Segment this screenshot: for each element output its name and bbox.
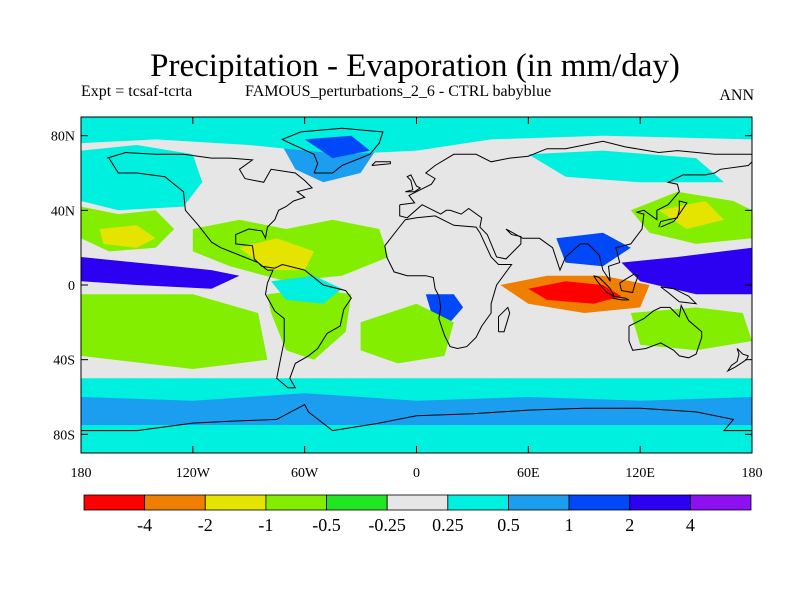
colorbar-swatch <box>386 494 449 511</box>
colorbar-label: -1 <box>258 515 273 535</box>
field-yellow-north-pacific <box>99 225 156 248</box>
coastline <box>726 348 750 373</box>
colorbar-swatch <box>689 494 752 511</box>
colorbar-swatch <box>204 494 267 511</box>
field-blue-africa <box>425 294 464 323</box>
lat-tick-label: 40S <box>53 354 75 369</box>
colorbar-swatch <box>326 494 388 511</box>
coastline <box>384 215 513 350</box>
coastline <box>106 151 352 389</box>
coastline <box>628 303 703 359</box>
lon-tick-label: 60E <box>517 466 540 481</box>
field-blue-maritime <box>621 247 752 295</box>
coastline <box>81 403 752 432</box>
coastline <box>498 306 511 333</box>
lon-tick-label: 60W <box>291 466 319 481</box>
lon-tick-label: 120W <box>176 466 211 481</box>
chart-title: Precipitation - Evaporation (in mm/day) <box>150 48 680 84</box>
colorbar-swatch <box>265 494 327 511</box>
colorbar-swatch <box>568 494 631 511</box>
colorbar-swatch <box>83 494 146 511</box>
field-cyan-siberia <box>528 150 724 183</box>
coastline <box>405 174 422 193</box>
coastline <box>660 286 698 305</box>
experiment-label: Expt = tcsaf-tcrta <box>81 83 193 100</box>
coastline <box>612 295 630 301</box>
coastline <box>658 200 688 228</box>
colorbar-label: 0.25 <box>432 515 464 535</box>
colorbar-label: 0.5 <box>497 515 520 535</box>
coastline <box>619 273 639 294</box>
comparison-label: FAMOUS_perturbations_2_6 - CTRL babyblue <box>245 83 552 100</box>
coastline <box>399 140 752 282</box>
lon-tick-label: 180 <box>742 466 763 481</box>
field-green-australia <box>630 307 752 351</box>
lon-tick-label: 180 <box>71 466 92 481</box>
colorbar-swatch <box>629 494 691 511</box>
lon-tick-label: 120E <box>625 466 655 481</box>
field-green-south-america <box>267 288 352 360</box>
field-yellow-east-asia <box>658 201 724 229</box>
colorbar-label: 4 <box>686 515 695 535</box>
field-cyan-amazon <box>271 275 342 304</box>
season-label: ANN <box>719 87 754 104</box>
colorbar-label: -0.25 <box>368 515 406 535</box>
field-green-south-pacific <box>81 294 268 369</box>
field-green-south-atlantic <box>360 303 454 364</box>
field-blue-southern-ocean <box>81 393 752 425</box>
colorbar-label: 1 <box>565 515 574 535</box>
colorbar-swatch <box>508 494 570 511</box>
lat-tick-label: 80S <box>53 428 75 443</box>
colorbar-swatch <box>447 494 509 511</box>
colorbar-label: -0.5 <box>312 515 341 535</box>
colorbar-label: -2 <box>198 515 213 535</box>
colorbar-label: -4 <box>137 515 152 535</box>
colorbar-swatch <box>144 494 206 511</box>
lat-tick-label: 40N <box>51 204 75 219</box>
lat-tick-label: 0 <box>68 279 75 294</box>
field-blue-itcz-west <box>81 257 240 289</box>
colorbar-label: 2 <box>625 515 634 535</box>
coastline <box>281 127 384 174</box>
lon-tick-label: 0 <box>413 466 420 481</box>
lat-tick-label: 80N <box>51 130 75 145</box>
field-blue-greenland <box>304 135 370 159</box>
field-cyan-arctic <box>81 117 752 155</box>
field-red-indian-ocean <box>528 281 622 304</box>
coastline <box>371 161 391 166</box>
